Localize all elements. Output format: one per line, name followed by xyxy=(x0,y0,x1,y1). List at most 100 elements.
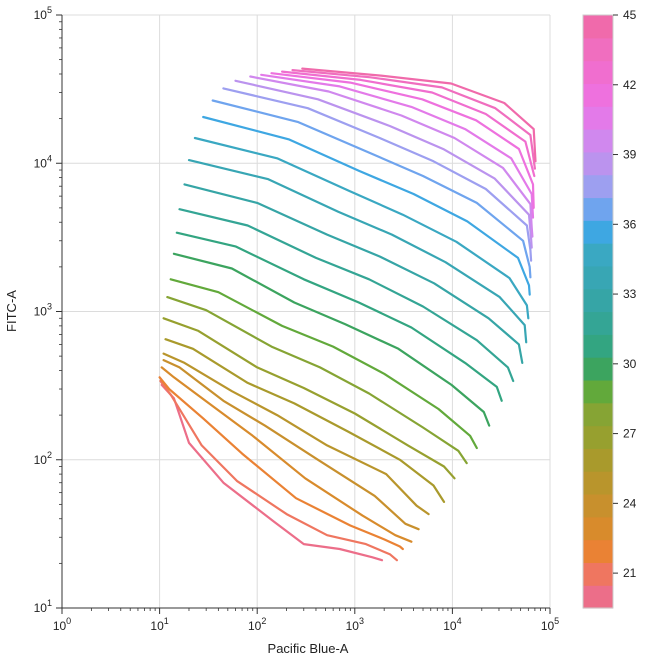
series-line-25 xyxy=(162,352,430,516)
x-tick-base: 10 xyxy=(248,619,262,633)
y-tick-label: 102 xyxy=(34,450,52,467)
colorbar-swatch-27 xyxy=(583,425,613,449)
series-line-41 xyxy=(260,73,535,219)
x-tick-exponent: 1 xyxy=(164,616,169,626)
x-tick-label: 104 xyxy=(443,616,461,633)
y-tick-base: 10 xyxy=(34,8,48,22)
series-line-22 xyxy=(158,376,404,551)
x-tick-base: 10 xyxy=(53,619,67,633)
colorbar-tick-label: 30 xyxy=(623,357,637,371)
series-line-26 xyxy=(164,338,446,503)
series-line-31 xyxy=(175,231,503,402)
colorbar-frame xyxy=(582,14,614,609)
colorbar-tick-label: 42 xyxy=(623,78,637,92)
y-tick-exponent: 1 xyxy=(47,598,52,608)
x-tick-label: 105 xyxy=(541,616,559,633)
x-tick-base: 10 xyxy=(346,619,360,633)
colorbar-swatch-25 xyxy=(583,471,613,495)
colorbar: 21 24 27 30 33 36 39 42 45 xyxy=(582,8,637,609)
series-line-35 xyxy=(193,136,530,320)
x-tick-base: 10 xyxy=(443,619,457,633)
colorbar-swatch-31 xyxy=(583,334,613,358)
x-tick-base: 10 xyxy=(541,619,555,633)
y-tick-exponent: 4 xyxy=(47,153,52,163)
colorbar-swatch-35 xyxy=(583,243,613,267)
colorbar-swatch-37 xyxy=(583,197,613,221)
series-line-40 xyxy=(249,75,534,238)
x-tick-label: 102 xyxy=(248,616,266,633)
colorbar-swatch-34 xyxy=(583,265,613,290)
colorbar-swatch-32 xyxy=(583,311,613,335)
colorbar-swatch-42 xyxy=(583,83,613,107)
colorbar-tick-label: 21 xyxy=(623,566,637,580)
colorbar-swatch-38 xyxy=(583,174,613,199)
x-tick-base: 10 xyxy=(150,619,164,633)
colorbar-swatch-33 xyxy=(583,288,613,313)
x-tick-exponent: 4 xyxy=(457,616,462,626)
series-line-28 xyxy=(166,296,468,465)
y-axis-title: FITC-A xyxy=(4,290,19,332)
series-line-29 xyxy=(169,278,478,450)
colorbar-swatch-44 xyxy=(583,37,613,62)
y-tick-base: 10 xyxy=(34,305,48,319)
series-line-21 xyxy=(159,379,398,562)
x-tick-exponent: 0 xyxy=(66,616,71,626)
colorbar-tick-label: 45 xyxy=(623,8,637,22)
series-line-43 xyxy=(281,70,536,178)
colorbar-tick-label: 39 xyxy=(623,148,637,162)
y-tick-base: 10 xyxy=(34,601,48,615)
colorbar-swatch-40 xyxy=(583,129,613,153)
series-line-24 xyxy=(162,359,420,531)
y-tick-label: 103 xyxy=(34,302,52,319)
x-tick-exponent: 5 xyxy=(554,616,559,626)
series-line-36 xyxy=(202,115,531,296)
colorbar-swatch-24 xyxy=(583,493,613,518)
y-tick-exponent: 2 xyxy=(47,450,52,460)
series-lines xyxy=(158,67,537,562)
colorbar-tick-label: 36 xyxy=(623,217,637,231)
colorbar-swatch-39 xyxy=(583,151,613,176)
series-line-34 xyxy=(187,159,528,344)
colorbar-swatch-43 xyxy=(583,60,613,85)
series-line-44 xyxy=(291,69,536,170)
y-tick-label: 105 xyxy=(34,5,52,22)
colorbar-swatch-36 xyxy=(583,220,613,244)
series-line-38 xyxy=(222,87,533,262)
colorbar-swatch-29 xyxy=(583,379,613,404)
colorbar-swatch-22 xyxy=(583,539,613,563)
colorbar-swatch-23 xyxy=(583,516,613,541)
series-line-23 xyxy=(160,366,413,543)
colorbar-swatch-21 xyxy=(583,562,613,586)
series-line-20 xyxy=(160,383,384,562)
series-line-27 xyxy=(162,317,456,480)
x-tick-exponent: 2 xyxy=(261,616,266,626)
colorbar-swatch-30 xyxy=(583,357,613,381)
series-line-32 xyxy=(178,208,515,383)
y-tick-base: 10 xyxy=(34,453,48,467)
series-line-42 xyxy=(270,72,535,209)
x-tick-label: 103 xyxy=(346,616,364,633)
x-tick-label: 100 xyxy=(53,616,71,633)
colorbar-tick-label: 24 xyxy=(623,496,637,510)
x-axis-title: Pacific Blue-A xyxy=(268,641,349,656)
series-line-30 xyxy=(172,252,491,427)
series-line-39 xyxy=(234,79,533,249)
y-tick-exponent: 3 xyxy=(47,302,52,312)
colorbar-tick-label: 27 xyxy=(623,427,637,441)
y-tick-exponent: 5 xyxy=(47,5,52,15)
y-tick-label: 104 xyxy=(34,153,52,170)
y-tick-label: 101 xyxy=(34,598,52,615)
colorbar-tick-label: 33 xyxy=(623,287,637,301)
series-line-37 xyxy=(211,99,532,279)
x-tick-label: 101 xyxy=(150,616,168,633)
colorbar-swatch-41 xyxy=(583,106,613,130)
y-tick-base: 10 xyxy=(34,156,48,170)
series-line-33 xyxy=(183,183,524,364)
colorbar-swatch-45 xyxy=(583,15,613,39)
colorbar-swatch-20 xyxy=(583,585,613,609)
colorbar-swatch-28 xyxy=(583,402,613,427)
colorbar-swatch-26 xyxy=(583,448,613,472)
